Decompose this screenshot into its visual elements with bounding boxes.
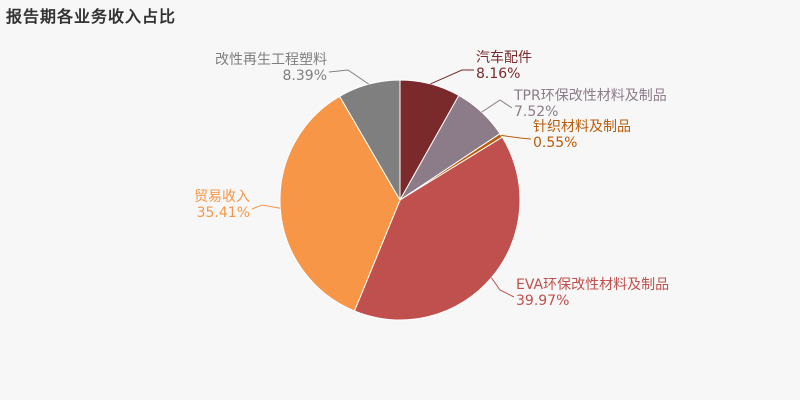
slice-label-5: 改性再生工程塑料 [215, 52, 327, 68]
chart-title: 报告期各业务收入占比 [6, 7, 177, 26]
slice-label-0: 汽车配件 [476, 49, 532, 66]
pie-slice-5 [338, 79, 401, 202]
leader-line-5 [328, 69, 370, 85]
leader-line-0 [430, 69, 474, 85]
slice-percent-4: 35.41% [197, 205, 250, 221]
slice-label-1: TPR环保改性材料及制品 [513, 88, 667, 104]
slice-percent-0: 8.16% [476, 66, 520, 82]
pie-slice-3 [353, 136, 521, 321]
slice-label-2: 针织材料及制品 [533, 119, 631, 135]
slice-percent-1: 7.52% [514, 104, 558, 120]
slice-label-3: EVA环保改性材料及制品 [516, 277, 669, 293]
slice-percent-3: 39.97% [516, 293, 569, 309]
slice-label-4: 贸易收入 [194, 189, 250, 205]
leader-line-1 [481, 99, 513, 113]
slice-percent-2: 0.55% [533, 135, 577, 151]
slice-percent-5: 8.39% [283, 68, 327, 84]
leader-line-3 [491, 277, 515, 298]
leader-line-4 [251, 204, 281, 210]
leader-line-2 [501, 134, 532, 140]
pie-slice-4 [279, 95, 401, 312]
